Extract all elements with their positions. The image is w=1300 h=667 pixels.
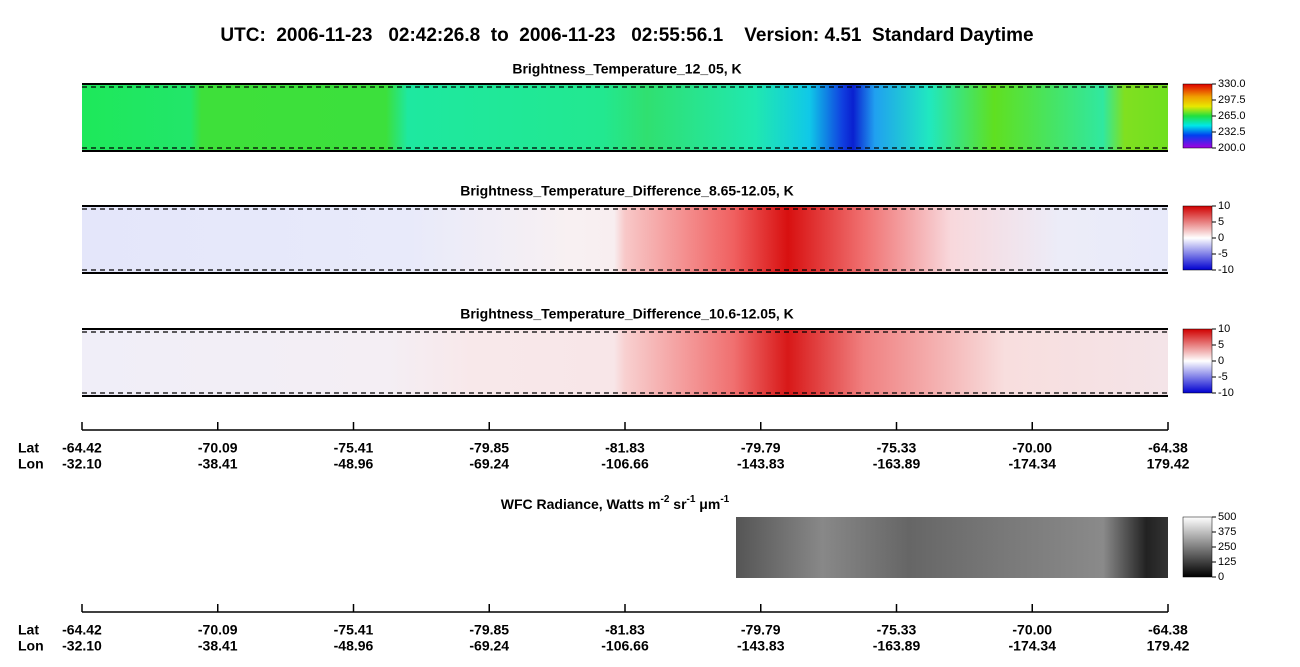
lon-label: -106.66	[601, 456, 649, 472]
lon-label: -69.24	[469, 638, 509, 654]
wfc-title: WFC Radiance, Watts m-2 sr-1 μm-1	[501, 494, 730, 512]
colorbar-label: -5	[1218, 248, 1228, 260]
colorbar	[1182, 328, 1213, 394]
lon-label: -38.41	[198, 456, 238, 472]
lon-label: -174.34	[1009, 638, 1057, 654]
lat-label: -79.85	[469, 622, 509, 638]
lon-label: -163.89	[873, 638, 921, 654]
superscript: -2	[660, 494, 669, 505]
colorbar	[1182, 205, 1213, 271]
lon-label: -143.83	[737, 638, 785, 654]
panel-image	[82, 329, 1168, 396]
lon-label: 179.42	[1147, 456, 1190, 472]
colorbar-label: 0	[1218, 571, 1224, 583]
panel-image	[82, 206, 1168, 273]
panel-title: Brightness_Temperature_Difference_8.65-1…	[460, 183, 794, 199]
colorbar-label: 265.0	[1218, 110, 1246, 122]
lat-label: -79.79	[741, 622, 781, 638]
lat-label: -75.41	[334, 622, 374, 638]
panel-title: Brightness_Temperature_Difference_10.6-1…	[460, 306, 794, 322]
lon-label: -174.34	[1009, 456, 1057, 472]
lon-label: -69.24	[469, 456, 509, 472]
wfc-colorbar-labels: 500 375 250 125 0	[1212, 511, 1236, 583]
axis-row-label: Lon	[18, 638, 44, 654]
title-part: μm	[695, 496, 720, 512]
colorbar-label: 0	[1218, 355, 1224, 367]
colorbar-label: 375	[1218, 526, 1236, 538]
colorbar-label: 5	[1218, 216, 1224, 228]
wfc-image	[736, 517, 1168, 578]
title-part: sr	[669, 496, 687, 512]
panels: Brightness_Temperature_12_05, K 330.0 297.…	[82, 61, 1246, 399]
colorbar-label: 232.5	[1218, 126, 1246, 138]
lat-label: -79.85	[469, 440, 509, 456]
colorbar-label: 10	[1218, 200, 1230, 212]
colorbar-label: 250	[1218, 541, 1236, 553]
lat-label: -79.79	[741, 440, 781, 456]
lon-label: -32.10	[62, 638, 102, 654]
axis-row-label: Lon	[18, 456, 44, 472]
lat-label: -81.83	[605, 440, 645, 456]
lat-label: -75.33	[877, 440, 917, 456]
colorbar-label: 10	[1218, 323, 1230, 335]
colorbar-label: -5	[1218, 371, 1228, 383]
lat-label: -64.38	[1148, 622, 1188, 638]
lat-label: -70.00	[1012, 440, 1052, 456]
colorbar-label: -10	[1218, 387, 1234, 399]
lon-label: -32.10	[62, 456, 102, 472]
colorbar	[1182, 83, 1213, 149]
colorbar-label: 297.5	[1218, 94, 1246, 106]
page-title: UTC: 2006-11-23 02:42:26.8 to 2006-11-23…	[220, 25, 1033, 46]
lat-label: -64.42	[62, 622, 102, 638]
axis-row-label: Lat	[18, 622, 39, 638]
colorbar-label: 330.0	[1218, 78, 1246, 90]
title-part: WFC Radiance, Watts m	[501, 496, 661, 512]
colorbar-label: 125	[1218, 556, 1236, 568]
colorbar-label: 200.0	[1218, 142, 1246, 154]
lat-label: -81.83	[605, 622, 645, 638]
lon-label: -106.66	[601, 638, 649, 654]
panel-image	[82, 84, 1168, 151]
colorbar-label: -10	[1218, 264, 1234, 276]
colorbar-label: 500	[1218, 511, 1236, 523]
axes: LatLon-64.42-32.10-70.09-38.41-75.41-48.…	[18, 422, 1190, 654]
lat-label: -70.09	[198, 622, 238, 638]
lat-label: -75.41	[334, 440, 374, 456]
wfc-colorbar	[1182, 516, 1213, 578]
lon-label: 179.42	[1147, 638, 1190, 654]
superscript: -1	[720, 494, 729, 505]
lat-label: -64.38	[1148, 440, 1188, 456]
lon-label: -48.96	[334, 456, 374, 472]
panel-title: Brightness_Temperature_12_05, K	[512, 61, 741, 77]
lat-label: -64.42	[62, 440, 102, 456]
lon-label: -163.89	[873, 456, 921, 472]
colorbar-label: 5	[1218, 339, 1224, 351]
axis-row-label: Lat	[18, 440, 39, 456]
superscript: -1	[687, 494, 696, 505]
lon-label: -38.41	[198, 638, 238, 654]
lat-label: -70.00	[1012, 622, 1052, 638]
lon-label: -143.83	[737, 456, 785, 472]
colorbar-label: 0	[1218, 232, 1224, 244]
lat-label: -75.33	[877, 622, 917, 638]
lon-label: -48.96	[334, 638, 374, 654]
lat-label: -70.09	[198, 440, 238, 456]
